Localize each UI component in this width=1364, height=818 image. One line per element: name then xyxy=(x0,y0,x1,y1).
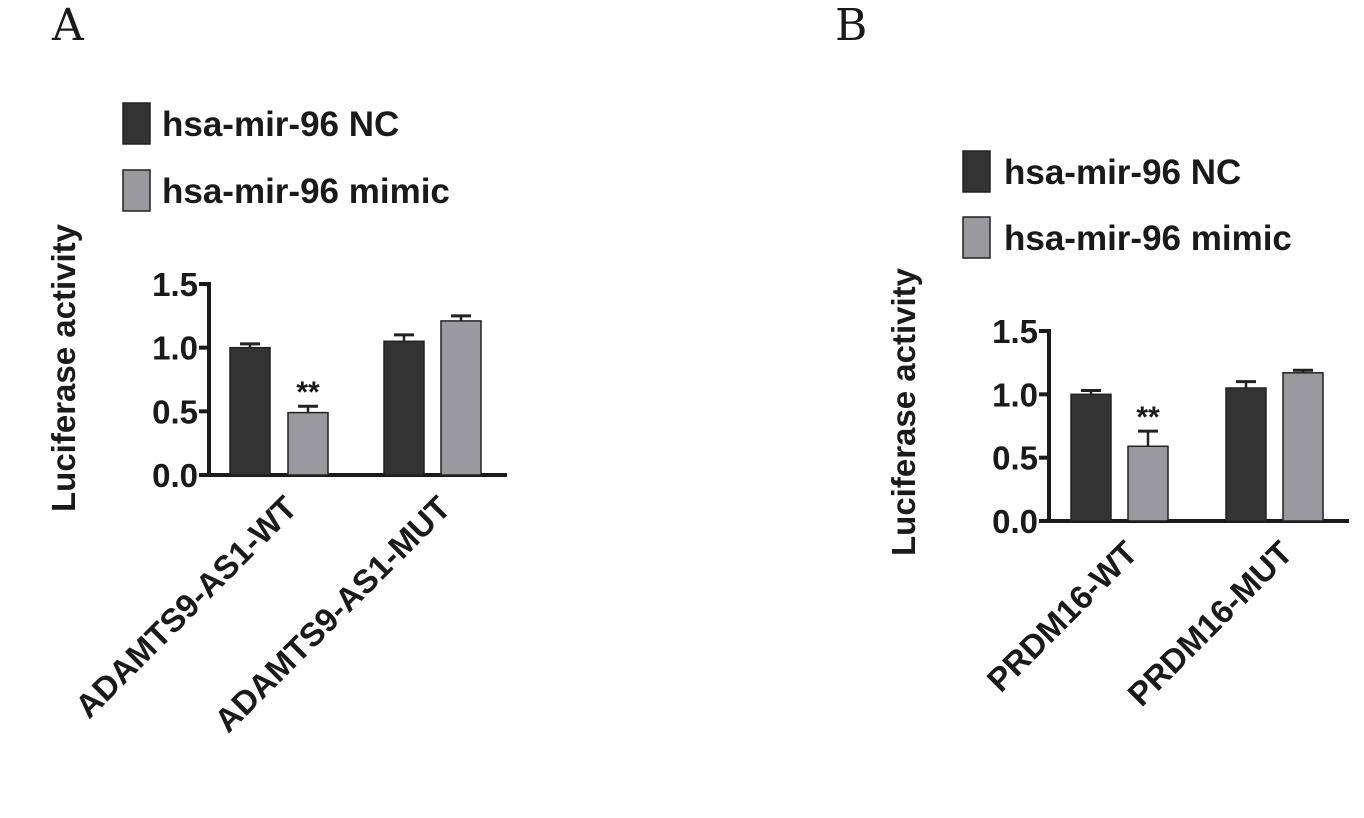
bar-mimic-0 xyxy=(1127,445,1169,522)
bar-nc-0 xyxy=(229,346,271,476)
legend-swatch-nc xyxy=(962,150,991,193)
significance-annotation: ** xyxy=(296,376,320,409)
y-tick-label: 1.0 xyxy=(992,376,1038,413)
legend-swatch-mimic xyxy=(122,169,151,212)
panel-b: B hsa-mir-96 NC hsa-mir-96 mimic Luciferas… xyxy=(835,0,1349,713)
y-tick-label: 0.0 xyxy=(992,503,1038,540)
y-tick-label: 1.5 xyxy=(152,266,198,303)
legend-label-nc: hsa-mir-96 NC xyxy=(1004,153,1241,192)
legend-label-nc: hsa-mir-96 NC xyxy=(162,105,399,144)
legend-swatch-mimic xyxy=(962,216,991,259)
y-tick-label: 1.0 xyxy=(152,330,198,367)
y-tick-label: 0.0 xyxy=(152,457,198,494)
legend-label-mimic: hsa-mir-96 mimic xyxy=(1004,219,1292,258)
legend-swatch-nc xyxy=(122,102,151,145)
panel-a-letter: A xyxy=(51,0,85,51)
x-category-label: PRDM16-WT xyxy=(980,534,1145,699)
bar-mimic-1 xyxy=(1282,372,1324,522)
y-tick-label: 1.5 xyxy=(992,313,1038,350)
legend-label-mimic: hsa-mir-96 mimic xyxy=(162,172,450,211)
y-axis-label: Luciferase activity xyxy=(45,223,82,512)
panel-a: A hsa-mir-96 NC hsa-mir-96 mimic Luciferas… xyxy=(45,0,507,739)
bar-nc-1 xyxy=(1225,387,1267,522)
significance-annotation: ** xyxy=(1136,401,1160,434)
bar-mimic-0 xyxy=(287,411,329,476)
bar-nc-1 xyxy=(383,340,425,476)
panel-b-letter: B xyxy=(835,0,867,51)
y-tick-label: 0.5 xyxy=(152,393,198,430)
bar-nc-0 xyxy=(1070,393,1112,522)
y-tick-label: 0.5 xyxy=(992,440,1038,477)
x-category-label: PRDM16-MUT xyxy=(1120,534,1299,713)
bar-mimic-1 xyxy=(440,320,482,476)
y-axis-label: Luciferase activity xyxy=(885,267,922,556)
